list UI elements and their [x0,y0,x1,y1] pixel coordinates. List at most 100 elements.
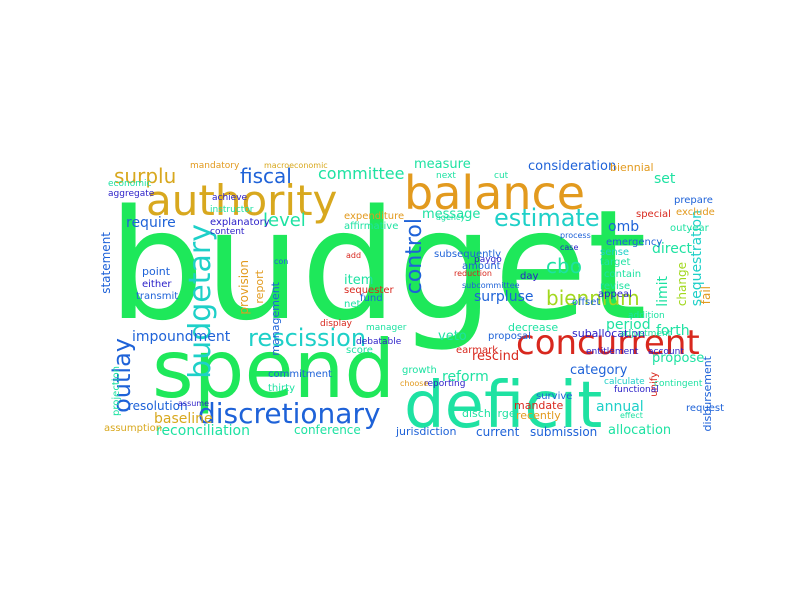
word-suballocation: suballocation [572,327,646,340]
word-aggregate: aggregate [108,189,155,199]
word-addition: addition [628,311,665,321]
word-provision: provision [237,260,251,315]
word-either: either [142,279,172,290]
word-special: special [636,209,671,220]
word-request: request [686,403,725,414]
word-budgetary: budgetary [183,224,218,379]
word-consideration: consideration [528,159,617,174]
word-fund: fund [360,293,383,304]
word-subsequently: subsequently [434,249,502,260]
word-item: item [344,273,374,288]
word-proposal: proposal [488,331,531,342]
word-set: set [654,171,676,187]
word-process: process [560,231,591,240]
word-outyear: outyear [670,223,709,234]
word-control: control [402,218,427,295]
word-achieve: achieve [212,193,248,203]
word-display: display [320,319,352,329]
word-deficit: deficit [404,369,603,443]
word-current: current [476,425,520,439]
word-contingent: contingent [654,379,703,389]
word-adjustment: adjustment [620,329,672,339]
word-calculate: calculate [604,377,645,387]
word-offset: offset [572,297,601,308]
word-revise: revise [600,281,631,292]
word-transmit: transmit [136,291,179,302]
word-resolution: resolution [128,399,188,413]
word-impoundment: impoundment [132,329,231,345]
word-survive: survive [536,391,573,402]
word-assume: assume [178,399,210,408]
word-economic: economic [108,179,152,189]
word-category: category [570,363,628,378]
word-net: net [344,299,361,310]
word-surplu: surplu [114,164,177,188]
word-instructor: instructor [210,205,254,215]
word-authority: authority [146,176,338,225]
word-paygo: paygo [474,255,502,265]
word-content: content [210,227,245,237]
word-propose: propose [652,351,705,366]
word-disbursement: disbursement [701,356,714,432]
word-amount: amount [462,261,501,272]
word-message: message [422,207,481,222]
word-biennium: biennium [546,286,640,310]
word-point: point [142,265,171,278]
word-prepare: prepare [674,195,713,206]
word-appeal: appeal [598,289,632,300]
word-discharge: discharge [462,407,516,420]
word-reporting: reporting [424,379,466,389]
word-direct: direct [652,241,693,257]
word-reconciliation: reconciliation [156,423,250,439]
word-rescission: rescission [248,324,367,352]
word-omb: omb [608,219,640,235]
word-affirmative: affirmative [344,221,399,232]
word-mandatory: mandatory [190,161,240,171]
word-assumption: assumption [104,423,163,434]
word-thirty: thirty [268,383,295,394]
word-effect: effect [620,411,643,420]
word-estimate: estimate [494,204,600,232]
word-contain: contain [604,269,642,280]
word-emergency: emergency [606,237,663,248]
word-cbo: cbo [546,254,582,278]
word-statement: statement [99,232,113,294]
word-add: add [346,251,362,260]
word-earmark: earmark [456,345,498,356]
word-case: case [560,243,579,252]
word-cut: cut [494,171,509,181]
word-level: level [263,210,306,231]
word-macroeconomic: macroeconomic [264,161,328,170]
word-debatable: debatable [356,337,402,347]
word-choose: choose [400,379,429,388]
word-balance: balance [404,166,586,220]
word-expenditure: expenditure [344,211,405,222]
word-report: report [253,270,266,304]
word-projection: projection [111,366,122,416]
word-jurisdiction: jurisdiction [396,425,457,438]
word-explanatory: explanatory [210,217,270,228]
word-conference: conference [294,423,361,437]
word-annual: annual [596,399,644,415]
word-mandate: mandate [514,399,564,412]
word-biennial: biennial [610,161,654,174]
word-committee: committee [318,164,405,183]
word-growth: growth [402,365,437,376]
word-agency: agency [436,213,466,222]
word-rescind: rescind [472,349,520,364]
word-forth: forth [656,323,690,339]
word-sequester: sequester [344,285,394,296]
word-score: score [346,345,373,356]
word-surpluse: surpluse [474,289,534,305]
word-target: target [600,257,631,268]
word-spend: spend [152,323,396,416]
word-budget: budget [108,177,647,354]
word-reduction: reduction [454,269,492,278]
word-veto: veto [438,329,467,344]
word-commitment: commitment [268,369,332,380]
word-functional: functional [614,385,659,395]
word-require: require [126,215,176,231]
word-limit: limit [655,276,671,307]
word-fail: fail [699,286,713,305]
